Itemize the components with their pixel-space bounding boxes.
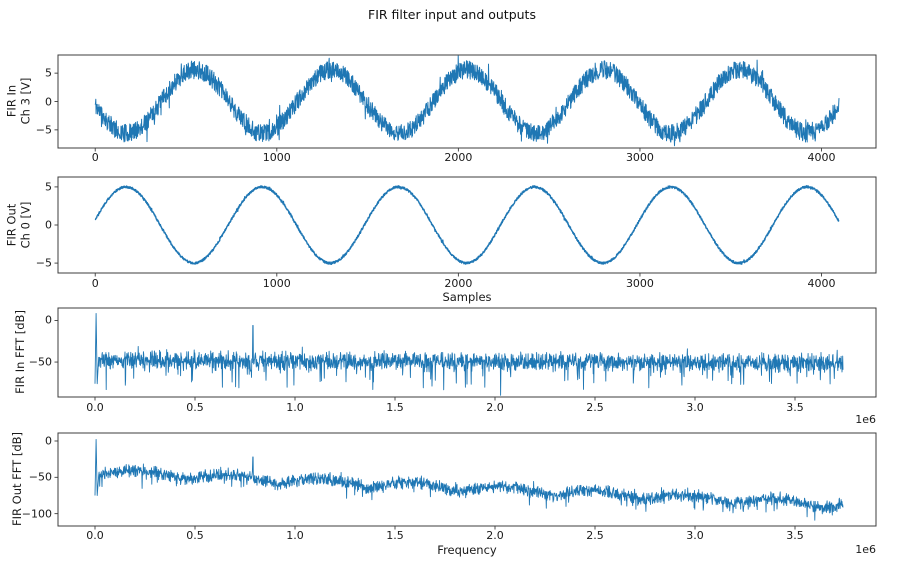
axes-frame-fir-in-fft — [57, 307, 877, 398]
x-tick-label: 3.0 — [686, 401, 704, 414]
xlabel-frequency: Frequency — [437, 543, 497, 557]
x-tick-label: 3.5 — [786, 529, 804, 542]
y-tick-label: −5 — [35, 123, 52, 137]
y-tick-label: −5 — [35, 256, 52, 270]
x-tick-label: 1.5 — [386, 401, 404, 414]
x-tick-label: 1000 — [262, 277, 291, 290]
ylabel-fir-in-fft: FIR In FFT [dB] — [12, 310, 27, 394]
x-tick-label: 4000 — [807, 151, 836, 164]
x-tick-label: 2.5 — [586, 401, 604, 414]
axis-offset-1e6-fft-in: 1e6 — [855, 413, 876, 426]
x-tick-label: 0.0 — [86, 529, 104, 542]
x-tick-label: 3000 — [625, 277, 654, 290]
x-tick-label: 2.5 — [586, 529, 604, 542]
x-tick-label: 0.5 — [186, 401, 204, 414]
waveform-fir-out-fft — [94, 439, 844, 521]
waveform-fir-out-time — [94, 185, 840, 265]
waveform-fir-in-fft — [94, 312, 844, 396]
x-tick-label: 3000 — [625, 151, 654, 164]
y-tick-label: 0 — [45, 95, 52, 108]
x-tick-label: 3.0 — [686, 529, 704, 542]
y-tick-label: 0 — [45, 434, 52, 448]
y-tick-label: 5 — [45, 180, 52, 194]
x-tick-label: 2.0 — [486, 529, 504, 542]
x-tick-label: 1.5 — [386, 529, 404, 542]
x-tick-label: 2.0 — [486, 401, 504, 414]
x-tick-label: 1.0 — [286, 529, 304, 542]
x-tick-label: 0.0 — [86, 401, 104, 414]
x-tick-label: 1.0 — [286, 401, 304, 414]
x-tick-label: 0 — [91, 151, 99, 164]
ylabel-fir-in-ch3: FIR In Ch 3 [V] — [4, 77, 33, 125]
axes-frame-fir-out-fft — [57, 432, 877, 527]
x-tick-label: 2000 — [444, 151, 473, 164]
y-tick-label: 0 — [45, 313, 52, 327]
y-tick-label: 5 — [45, 66, 52, 80]
y-tick-label: −50 — [28, 355, 52, 369]
x-tick-label: 3.5 — [786, 401, 804, 414]
axis-offset-1e6-fft-out: 1e6 — [855, 543, 876, 556]
x-tick-label: 0 — [91, 277, 99, 290]
figure-title: FIR filter input and outputs — [368, 7, 536, 22]
x-tick-label: 2000 — [444, 277, 473, 290]
ylabel-fir-out-ch0: FIR Out Ch 0 [V] — [4, 201, 33, 249]
y-tick-label: −50 — [28, 470, 52, 484]
axes-frame-fir-in-time — [57, 54, 877, 149]
x-tick-label: 4000 — [807, 277, 836, 290]
x-tick-label: 1000 — [262, 151, 291, 164]
xlabel-samples: Samples — [442, 290, 492, 304]
y-tick-label: 0 — [45, 218, 52, 232]
waveform-fir-in-time — [94, 55, 840, 147]
y-tick-label: −100 — [21, 507, 52, 521]
axes-frame-fir-out-time — [57, 176, 877, 274]
x-tick-label: 0.5 — [186, 529, 204, 542]
